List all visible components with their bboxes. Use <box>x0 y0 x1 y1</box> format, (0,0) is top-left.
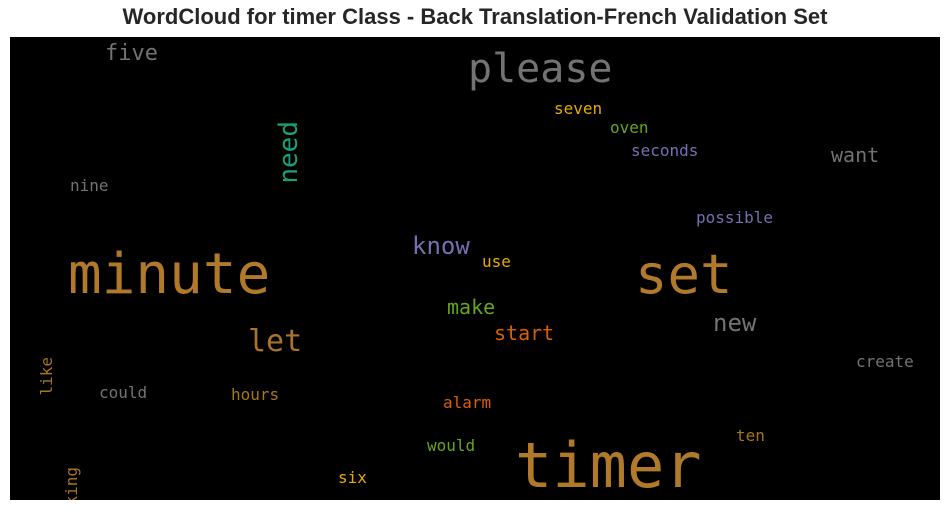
wordcloud-canvas: timer minute set please let need know new five ma… <box>10 37 940 500</box>
word-like: like <box>37 357 56 396</box>
word-set: set <box>635 243 733 306</box>
word-ten: ten <box>736 426 765 445</box>
word-hours: hours <box>231 385 280 404</box>
word-could: could <box>99 383 148 402</box>
word-use: use <box>482 252 511 271</box>
word-minute: minute <box>68 242 271 307</box>
word-five: five <box>105 41 158 66</box>
word-alarm: alarm <box>443 393 492 412</box>
word-start: start <box>494 321 555 345</box>
word-oven: oven <box>610 118 649 137</box>
word-please: please <box>468 46 613 92</box>
word-possible: possible <box>696 208 774 227</box>
word-need: need <box>274 121 304 184</box>
word-nine: nine <box>70 176 109 195</box>
word-seven: seven <box>554 99 603 118</box>
word-six: six <box>338 468 367 487</box>
word-want: want <box>831 143 880 167</box>
word-make: make <box>447 295 496 319</box>
word-new: new <box>713 309 757 337</box>
word-know: know <box>412 232 470 260</box>
word-create: create <box>856 352 914 371</box>
word-let: let <box>248 324 303 359</box>
word-seconds: seconds <box>631 141 699 160</box>
word-timer: timer <box>515 429 702 500</box>
word-would: would <box>427 436 476 455</box>
chart-title: WordCloud for timer Class - Back Transla… <box>122 4 828 29</box>
word-cooking: cooking <box>62 467 81 500</box>
